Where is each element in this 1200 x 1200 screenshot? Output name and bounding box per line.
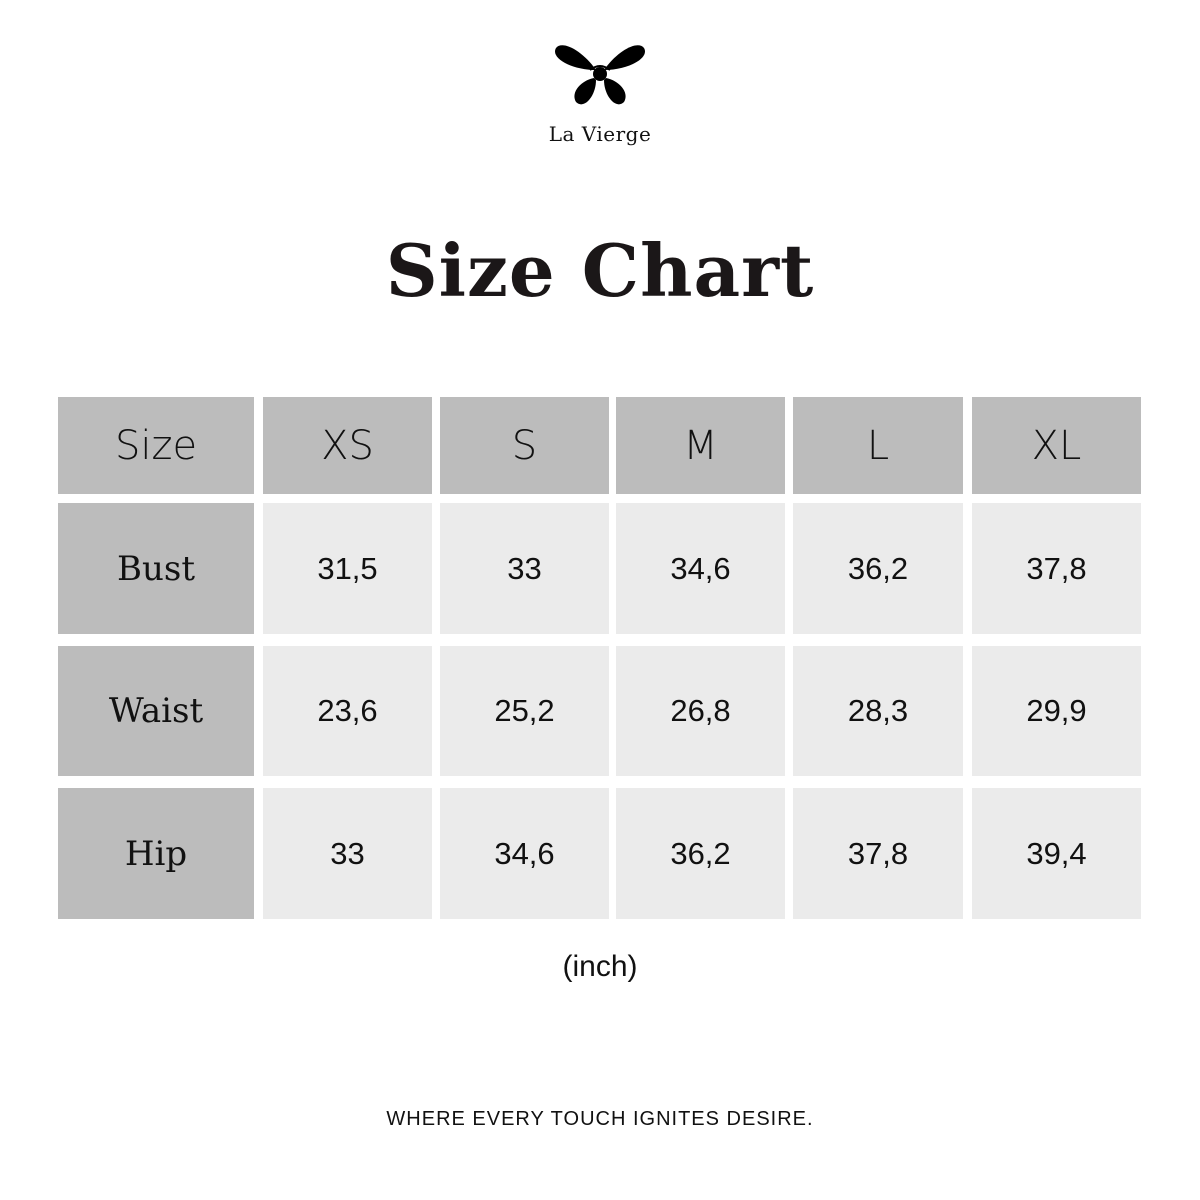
measurement-label: Waist — [58, 646, 254, 776]
measurement-value: 23,6 — [263, 646, 432, 776]
size-header-cell: Size — [58, 397, 254, 494]
tagline: WHERE EVERY TOUCH IGNITES DESIRE. — [386, 1108, 814, 1130]
measurement-label-text: Waist — [108, 691, 204, 731]
measurement-value: 36,2 — [793, 503, 963, 634]
measurement-value: 33 — [263, 788, 432, 919]
measurement-value-text: 39,4 — [1026, 835, 1087, 871]
size-column-header: L — [793, 397, 963, 494]
measurement-value-text: 31,5 — [317, 550, 378, 586]
measurement-value-text: 25,2 — [494, 693, 555, 728]
measurement-label-text: Hip — [124, 833, 188, 874]
measurement-label: Bust — [58, 503, 254, 634]
measurement-value: 29,9 — [972, 646, 1141, 776]
measurement-value-text: 23,6 — [317, 693, 378, 728]
measurement-label-text: Bust — [117, 548, 195, 589]
measurement-value: 39,4 — [972, 788, 1141, 919]
measurement-value: 36,2 — [616, 788, 785, 919]
size-header-cell-text: Size — [114, 422, 198, 469]
measurement-value-text: 33 — [330, 835, 365, 871]
measurement-value-text: 34,6 — [670, 550, 731, 586]
butterfly-eye-icon — [555, 45, 645, 105]
measurement-value: 37,8 — [793, 788, 963, 919]
measurement-value-text: 33 — [507, 550, 542, 586]
measurement-value-text: 36,2 — [670, 835, 731, 871]
measurement-value: 33 — [440, 503, 609, 634]
measurement-value-text: 37,8 — [1026, 550, 1087, 586]
measurement-value-text: 29,9 — [1026, 693, 1087, 728]
size-column-header-text: XS — [321, 422, 374, 469]
unit-label: (inch) — [562, 950, 638, 983]
size-column-header-text: L — [866, 422, 890, 469]
page-title: Size Chart — [385, 228, 815, 313]
size-column-header: XL — [972, 397, 1141, 494]
measurement-value-text: 28,3 — [847, 693, 909, 728]
size-column-header-text: XL — [1031, 422, 1082, 469]
measurement-value: 28,3 — [793, 646, 963, 776]
brand-name: La Vierge — [548, 122, 652, 146]
measurement-label: Hip — [58, 788, 254, 919]
measurement-value: 34,6 — [440, 788, 609, 919]
measurement-value-text: 34,6 — [494, 835, 555, 871]
size-column-header-text: M — [683, 422, 718, 469]
size-column-header: XS — [263, 397, 432, 494]
measurement-value-text: 37,8 — [847, 835, 909, 871]
measurement-value: 25,2 — [440, 646, 609, 776]
measurement-value-text: 26,8 — [670, 693, 731, 728]
measurement-value: 31,5 — [263, 503, 432, 634]
measurement-value: 37,8 — [972, 503, 1141, 634]
size-column-header: S — [440, 397, 609, 494]
measurement-value: 34,6 — [616, 503, 785, 634]
measurement-value: 26,8 — [616, 646, 785, 776]
size-column-header-text: S — [511, 422, 538, 469]
size-column-header: M — [616, 397, 785, 494]
measurement-value-text: 36,2 — [847, 550, 909, 586]
